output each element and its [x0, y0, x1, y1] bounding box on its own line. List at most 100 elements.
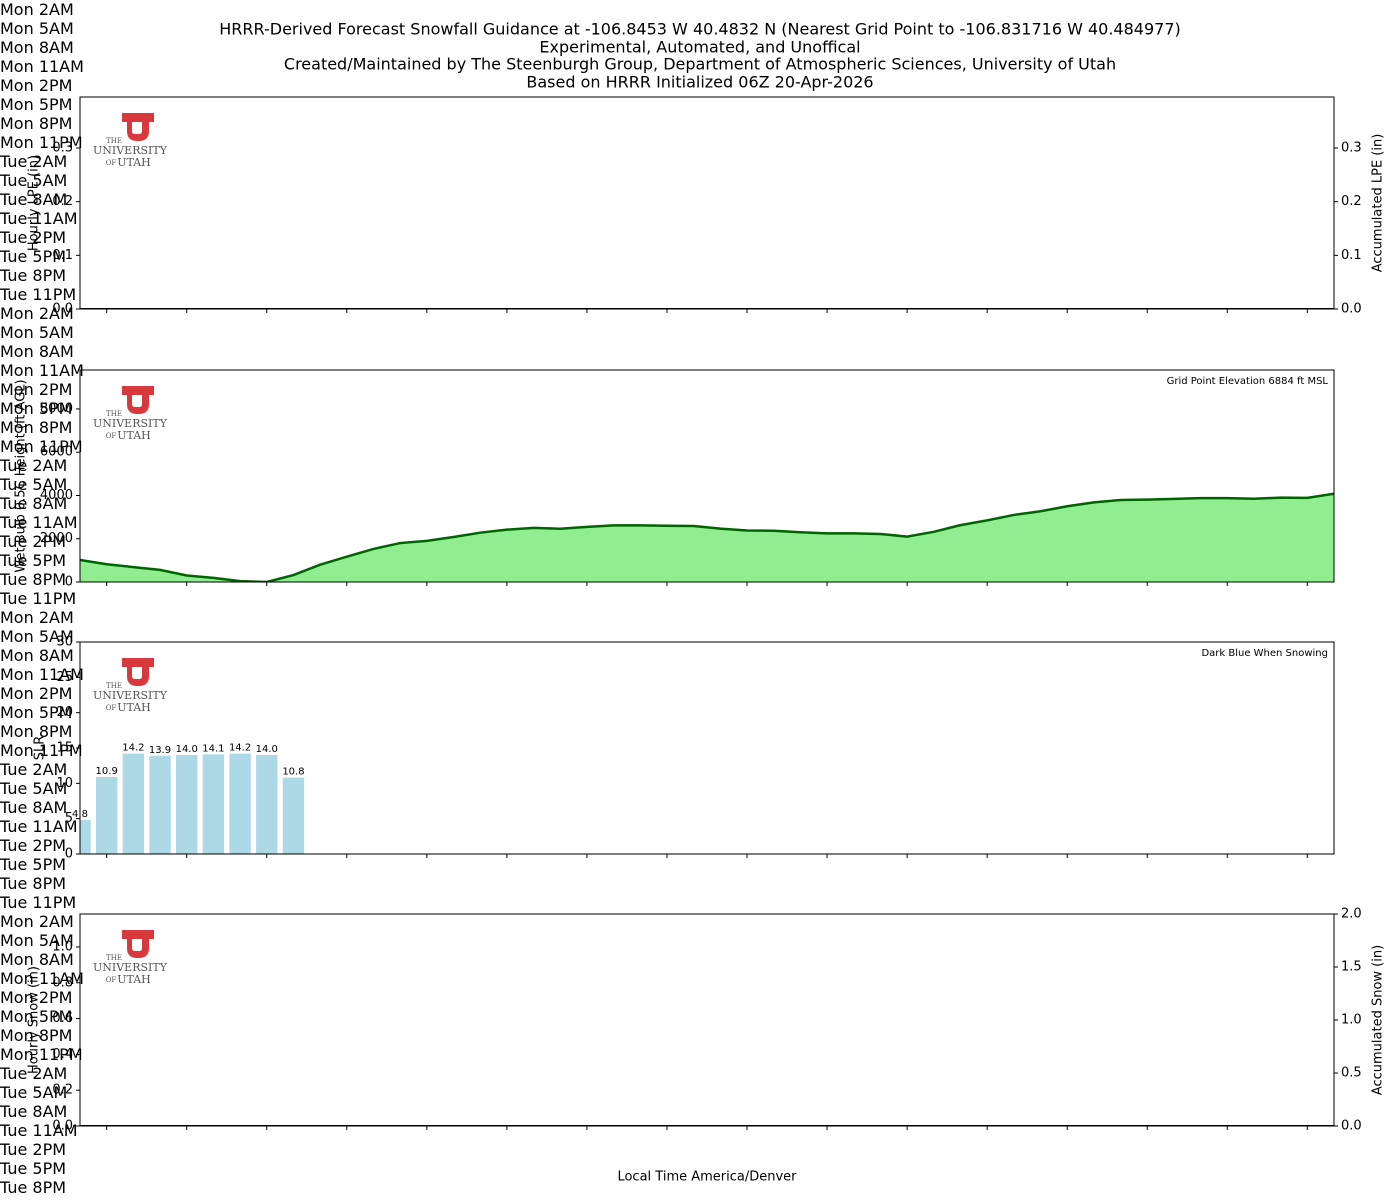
plot-frame [79, 369, 1335, 583]
logo-text: UNIVERSITY [93, 144, 168, 157]
x-tick-label: Tue 8AM [0, 1102, 68, 1121]
x-tick-label: Mon 2PM [0, 76, 73, 95]
y2-tick-label: 2.0 [1341, 907, 1362, 922]
bar [282, 777, 305, 854]
bar [229, 753, 251, 854]
x-tick-label: Tue 8PM [0, 1178, 67, 1197]
y-tick-label: 5 [65, 811, 73, 826]
logo-text: UTAH [117, 429, 151, 442]
x-tick-label: Tue 5PM [0, 551, 67, 570]
x-tick-label: Mon 11PM [0, 133, 83, 152]
logo-text: OF [106, 976, 117, 984]
y-axis-label: Hourly LPE (in) [27, 155, 42, 251]
y2-tick-label: 0.3 [1341, 140, 1362, 155]
y2-tick-label: 0.0 [1341, 1119, 1362, 1134]
x-tick-label: Tue 2AM [0, 152, 68, 171]
y-tick-label: 4000 [40, 488, 73, 503]
logo-text: OF [106, 432, 117, 440]
x-tick-label: Mon 5PM [0, 95, 73, 114]
value-label: 14.1 [202, 743, 224, 754]
logo-u [122, 658, 154, 686]
value-label: 14.0 [176, 744, 198, 755]
x-tick-label: Tue 5PM [0, 247, 67, 266]
x-tick-label: Tue 8AM [0, 798, 68, 817]
x-tick-label: Tue 11AM [0, 817, 78, 836]
x-tick-label: Tue 5AM [0, 779, 68, 798]
y-tick-label: 2000 [40, 531, 73, 546]
x-tick-label: Tue 11PM [0, 589, 77, 608]
x-tick-label: Mon 8PM [0, 1026, 73, 1045]
y2-tick-label: 1.0 [1341, 1013, 1362, 1028]
x-tick-label: Tue 5AM [0, 475, 68, 494]
x-tick-label: Tue 11PM [0, 1197, 1400, 1200]
x-tick-label: Tue 5AM [0, 1083, 68, 1102]
x-tick-label: Mon 5PM [0, 703, 73, 722]
bar [80, 820, 91, 854]
logo-text: UNIVERSITY [93, 961, 168, 974]
x-tick-label: Tue 11PM [0, 893, 77, 912]
x-tick-label: Mon 8AM [0, 38, 74, 57]
x-tick-label: Tue 11AM [0, 513, 78, 532]
x-tick-label: Tue 11AM [0, 209, 78, 228]
logo-u [122, 386, 154, 414]
y-axis-label: Wet Bulb 0.5C Height (ft AGL) [14, 379, 29, 572]
bar [122, 753, 145, 854]
y-tick-label: 0.0 [52, 302, 73, 317]
logo-text: UNIVERSITY [93, 417, 168, 430]
value-label: 14.2 [229, 743, 251, 754]
logo-text: THE [106, 410, 122, 418]
x-tick-label: Mon 2PM [0, 380, 73, 399]
plot-frame [79, 913, 1335, 1127]
logo-text: THE [106, 137, 122, 145]
y-tick-label: 0.2 [52, 194, 73, 209]
x-tick-label: Tue 2PM [0, 228, 67, 247]
x-tick-label: Tue 2PM [0, 1140, 67, 1159]
logo-text: UTAH [117, 156, 151, 169]
x-tick-label: Mon 11PM [0, 437, 83, 456]
plot-frame [79, 641, 1335, 855]
x-tick-label: Tue 8PM [0, 570, 67, 589]
area-fill [80, 493, 1334, 582]
x-tick-label: Mon 8PM [0, 114, 73, 133]
logo-text: THE [106, 682, 122, 690]
y2-tick-label: 0.5 [1341, 1066, 1362, 1081]
x-tick-label: Mon 2AM [0, 304, 74, 323]
x-tick-label: Mon 11AM [0, 665, 84, 684]
y-tick-label: 0.2 [52, 1083, 73, 1098]
logo-text: UNIVERSITY [93, 689, 168, 702]
logo-text: OF [106, 704, 117, 712]
y-axis-label: Hourly Snow (in) [27, 966, 42, 1074]
title-line: HRRR-Derived Forecast Snowfall Guidance … [219, 20, 1181, 39]
y2-tick-label: 0.0 [1341, 302, 1362, 317]
x-tick-label: Mon 11AM [0, 57, 84, 76]
bar [176, 755, 198, 854]
logo-text: UTAH [117, 701, 151, 714]
bar [149, 755, 171, 854]
plot-frame [79, 96, 1335, 310]
x-tick-label: Mon 2AM [0, 0, 74, 19]
y2-axis-label: Accumulated LPE (in) [1371, 134, 1386, 273]
x-tick-label: Tue 2PM [0, 532, 67, 551]
y-tick-label: 15 [56, 741, 73, 756]
x-tick-label: Mon 2AM [0, 608, 74, 627]
x-tick-label: Mon 2PM [0, 988, 73, 1007]
y2-axis-label: Accumulated Snow (in) [1371, 945, 1386, 1095]
x-axis-label: Local Time America/Denver [617, 1170, 797, 1185]
logo-text: OF [106, 159, 117, 167]
annotation: Dark Blue When Snowing [1201, 648, 1328, 659]
logo-u [122, 930, 154, 958]
x-tick-label: Tue 2PM [0, 836, 67, 855]
y2-tick-label: 0.2 [1341, 194, 1362, 209]
x-tick-label: Mon 5PM [0, 1007, 73, 1026]
x-tick-label: Tue 2AM [0, 456, 68, 475]
logo-text: UTAH [117, 973, 151, 986]
y-tick-label: 1.0 [52, 939, 73, 954]
x-tick-label: Mon 2PM [0, 684, 73, 703]
x-tick-label: Mon 11AM [0, 361, 84, 380]
title-line: Created/Maintained by The Steenburgh Gro… [284, 55, 1116, 74]
logo-u [122, 113, 154, 141]
